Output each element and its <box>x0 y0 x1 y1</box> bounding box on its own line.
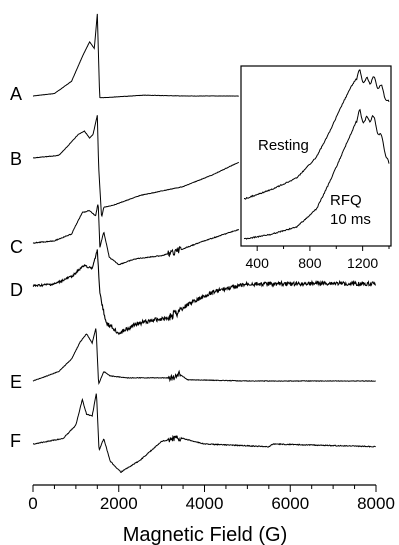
x-tick-label: 8000 <box>357 494 395 513</box>
inset-x-tick-label: 800 <box>298 255 322 271</box>
inset-trace-rfq <box>243 108 390 240</box>
trace-f <box>32 393 376 474</box>
trace-label-e: E <box>10 372 22 392</box>
trace-a <box>32 13 239 99</box>
x-axis: 0 2000 4000 6000 8000 <box>28 484 395 513</box>
x-tick-label: 4000 <box>186 494 224 513</box>
trace-b <box>32 115 240 218</box>
inset-label-rfq: RFQ <box>330 192 362 209</box>
trace-d <box>32 249 377 336</box>
inset-trace-resting <box>243 69 390 200</box>
inset-x-tick-label: 1200 <box>347 255 378 271</box>
trace-e <box>32 328 376 385</box>
x-axis-label: Magnetic Field (G) <box>123 524 288 545</box>
trace-label-b: B <box>10 149 22 169</box>
x-tick-label: 2000 <box>100 494 138 513</box>
x-tick-label: 6000 <box>271 494 309 513</box>
x-tick-label: 0 <box>28 494 37 513</box>
trace-label-d: D <box>10 280 23 300</box>
trace-c <box>32 204 240 266</box>
trace-label-f: F <box>10 431 21 451</box>
inset-trace-group <box>243 69 390 240</box>
inset-frame <box>240 65 392 247</box>
trace-group <box>32 13 377 474</box>
trace-label-a: A <box>10 84 22 104</box>
inset-label-time: 10 ms <box>330 211 371 228</box>
inset-label-resting: Resting <box>258 137 309 154</box>
inset-x-tick-label: 400 <box>246 255 270 271</box>
inset-panel: 400 800 1200 Resting RFQ 10 ms <box>240 65 392 271</box>
inset-x-axis: 400 800 1200 <box>246 246 390 271</box>
trace-label-c: C <box>10 237 23 257</box>
